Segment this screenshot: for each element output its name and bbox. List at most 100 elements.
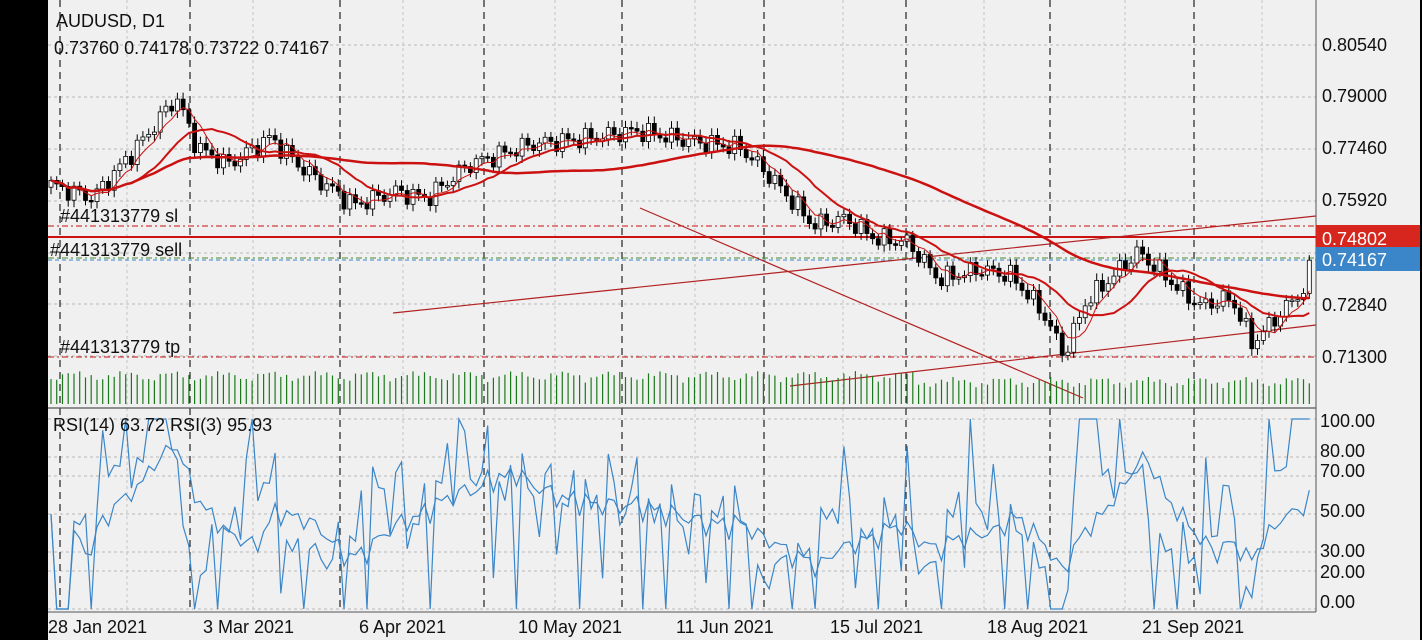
candle-body — [272, 135, 278, 141]
candle-body — [502, 145, 508, 153]
candle-body — [979, 274, 985, 277]
candle-body — [209, 149, 215, 156]
candle-body — [341, 190, 347, 210]
candle-body — [749, 157, 755, 161]
candle-body — [732, 135, 738, 155]
candle-body — [1065, 351, 1071, 356]
candle-body — [123, 155, 129, 165]
time-tick: 15 Jul 2021 — [830, 617, 923, 637]
candle-body — [111, 170, 117, 191]
candle-body — [841, 213, 847, 218]
candle-body — [1169, 279, 1174, 286]
candle-body — [554, 140, 559, 152]
candle-body — [203, 142, 209, 151]
time-tick: 11 Jun 2021 — [676, 617, 774, 637]
candle-body — [830, 224, 835, 228]
candle-body — [853, 223, 858, 234]
candle-body — [1025, 289, 1031, 300]
candle-body — [818, 213, 824, 230]
candle-body — [358, 202, 364, 205]
price-tick: 0.75920 — [1322, 190, 1387, 210]
rsi-lines — [50, 416, 1310, 610]
price-tick: 0.71300 — [1322, 347, 1387, 367]
trendline-lower — [789, 324, 1317, 387]
candle-body — [1059, 332, 1065, 356]
candle-body — [1002, 275, 1008, 282]
candle-body — [1249, 317, 1255, 350]
candle-body — [703, 142, 709, 153]
panel-frames — [48, 0, 1317, 613]
candle-body — [1306, 259, 1312, 294]
bid-price-tag-text: 0.74167 — [1322, 250, 1387, 270]
candle-body — [743, 149, 749, 159]
candle-body — [100, 180, 106, 190]
candle-body — [1283, 299, 1289, 318]
candle-body — [755, 156, 761, 161]
sl-order-label[interactable]: #441313779 sl — [60, 206, 178, 226]
sell-order-label[interactable]: #441313779 sell — [50, 240, 182, 260]
rsi-axis: 100.00 80.00 70.00 50.00 30.00 20.00 0.0… — [1320, 411, 1375, 612]
rsi3-line — [50, 416, 1310, 610]
candle-body — [180, 98, 186, 111]
candle-body — [1123, 260, 1128, 271]
candle-body — [467, 166, 473, 173]
candle-body — [1134, 246, 1140, 264]
ma-medium-line — [50, 127, 1310, 318]
candle-body — [1255, 339, 1260, 350]
candle-body — [858, 218, 864, 234]
rsi14-line — [50, 444, 1310, 610]
candle-body — [94, 188, 100, 202]
rsi-tick: 70.00 — [1320, 461, 1365, 481]
candle-body — [605, 127, 611, 140]
overlay-layer — [48, 207, 1317, 399]
candle-body — [238, 158, 244, 167]
candle-body — [146, 133, 152, 138]
sl-price-tag[interactable] — [1316, 225, 1420, 250]
candle-body — [1042, 312, 1048, 321]
candle-body — [950, 265, 956, 280]
candle-body — [933, 267, 939, 279]
candle-body — [588, 128, 594, 139]
candle-body — [990, 265, 996, 269]
rsi-tick: 50.00 — [1320, 501, 1365, 521]
candle-body — [611, 127, 617, 135]
candle-body — [151, 131, 157, 135]
candle-body — [1203, 298, 1209, 304]
candle-body — [807, 215, 812, 224]
trendline-channel — [639, 207, 1084, 399]
left-bezel — [0, 0, 48, 640]
candle-body — [801, 196, 807, 217]
candle-body — [898, 240, 904, 246]
candle-body — [956, 277, 962, 280]
candle-body — [508, 151, 514, 155]
trendline-upper — [392, 215, 1317, 314]
candle-body — [680, 139, 686, 147]
candle-body — [88, 199, 94, 203]
candle-body — [761, 156, 766, 173]
candle-body — [1243, 317, 1249, 322]
candle-body — [1031, 289, 1036, 300]
candle-body — [772, 174, 778, 184]
time-tick: 10 May 2021 — [518, 617, 622, 637]
candle-body — [542, 136, 548, 144]
candle-body — [1266, 317, 1272, 332]
candle-body — [1260, 330, 1266, 341]
candle-body — [1272, 317, 1278, 327]
candle-body — [686, 138, 692, 147]
time-tick: 21 Sep 2021 — [1142, 617, 1244, 637]
candle-body — [261, 137, 267, 157]
candle-body — [1105, 283, 1111, 292]
candle-body — [473, 158, 479, 173]
candle-body — [324, 183, 330, 191]
candle-body — [301, 166, 307, 176]
tp-order-label[interactable]: #441313779 tp — [60, 337, 180, 357]
candle-body — [318, 174, 324, 191]
candle-body — [548, 136, 554, 142]
grid-layer — [48, 0, 1316, 612]
ohlc-values: 0.73760 0.74178 0.73722 0.74167 — [54, 38, 329, 58]
candle-body — [1100, 279, 1105, 292]
time-tick: 28 Jan 2021 — [48, 617, 147, 637]
bid-price-tag[interactable] — [1316, 247, 1420, 271]
